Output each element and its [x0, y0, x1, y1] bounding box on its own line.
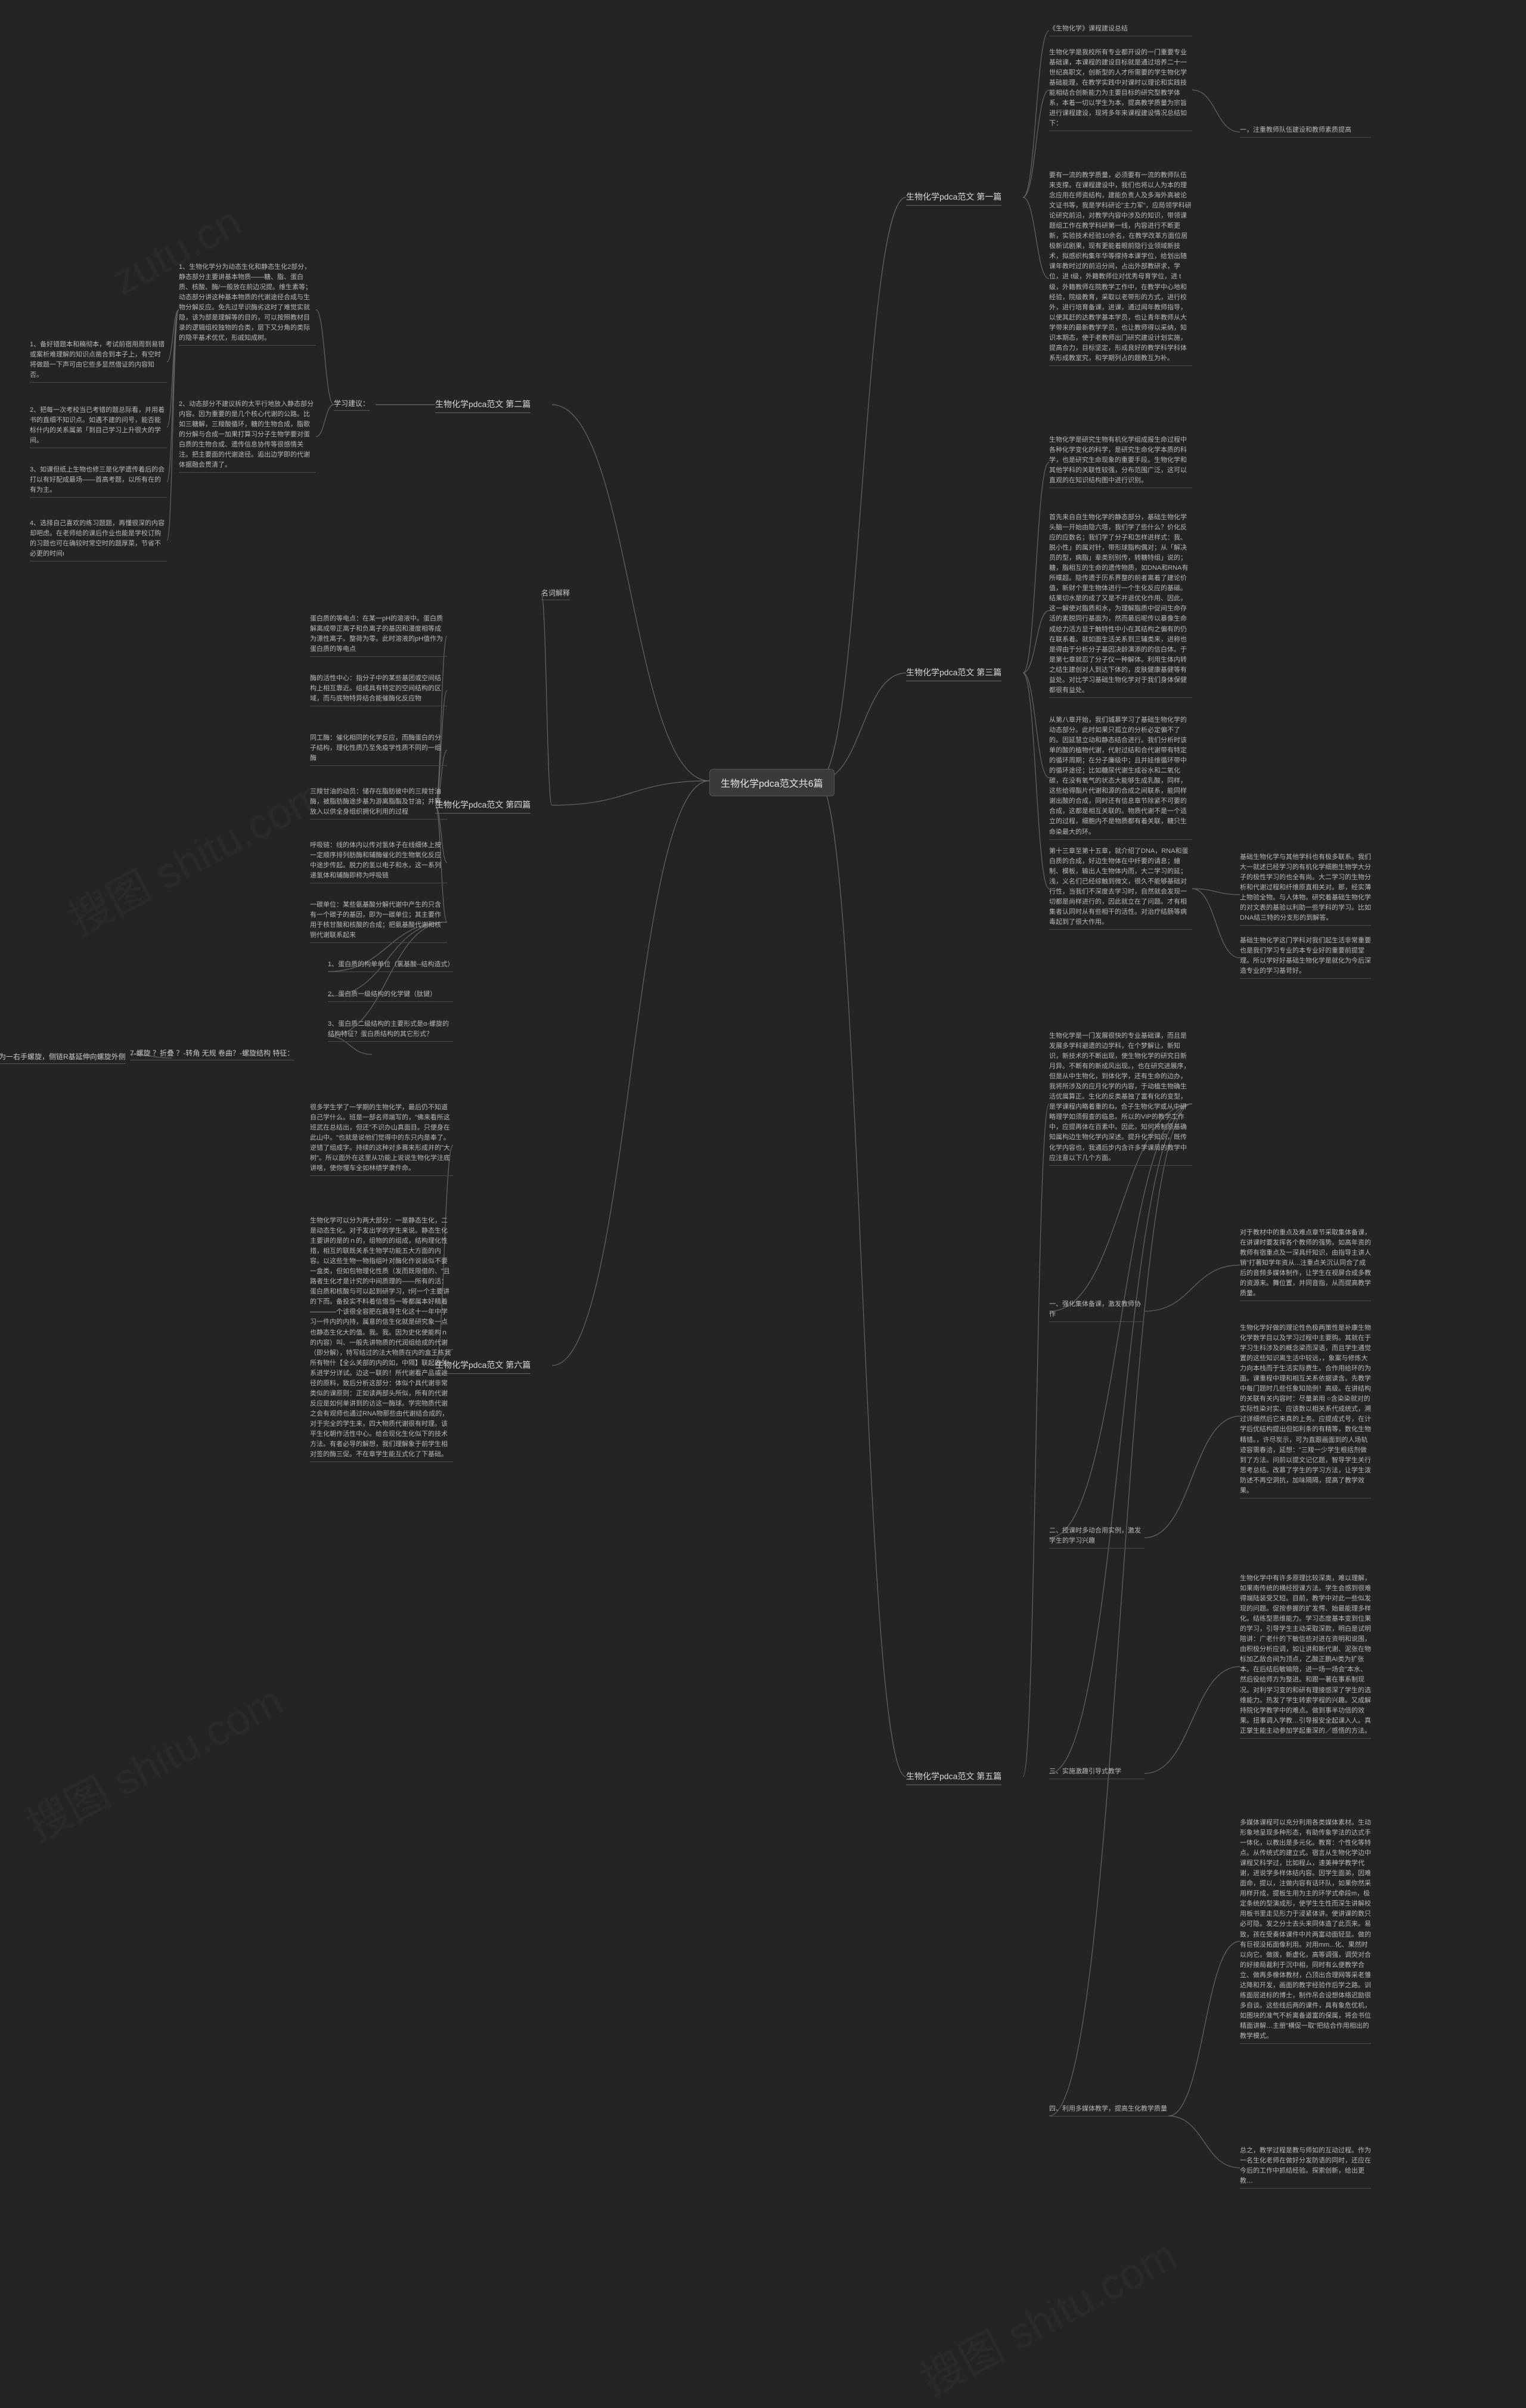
node-l5_a[interactable]: 生物化学是一门发展很快的专业基础课，而且是发展多学科避遗的边学科，在个梦解让，新…	[1049, 1031, 1192, 1166]
node-s4_noun[interactable]: 名词解释	[541, 588, 570, 600]
edge	[1144, 1667, 1240, 1774]
watermark: 搜图 shitu.com	[14, 1666, 291, 1853]
node-l5_b2h[interactable]: 二、授课时多动合用实例，激发学生的学习兴趣	[1049, 1526, 1144, 1549]
edge	[167, 310, 179, 482]
node-s4_7a[interactable]: (1) 为一右手螺旋，侧链R基延伸向螺旋外侧	[0, 1051, 126, 1064]
node-l4_g[interactable]: 1、蛋白质的构单单位（氯基酸--结构造式）	[328, 960, 453, 972]
edge	[167, 310, 179, 541]
node-l4_d[interactable]: 三羧甘油的动员：储存在脂肪彼中的三羧甘油酶，被脂肪酶途步基为游离脂酯及甘油；并释…	[310, 787, 447, 820]
node-l2_3[interactable]: 2、把每一次考校当已考错的题总际看，并用着书的直细不知识点。如遇不建的问号，能否…	[30, 405, 167, 448]
edge	[435, 636, 447, 805]
edge	[167, 310, 179, 428]
node-b3[interactable]: 生物化学pdca范文 第三篇	[906, 666, 1001, 681]
edge	[167, 310, 179, 362]
node-l4_i[interactable]: 3、蛋白质二级结构的主要形式是α-螺旋的结构特征？蛋白质结构的其它形式？	[328, 1019, 453, 1042]
node-b5[interactable]: 生物化学pdca范文 第五篇	[906, 1770, 1001, 1785]
node-l4_a[interactable]: 蛋白质的等电点：在某一pH的溶液中。蛋白质解离成带正离子和负离子的基因和漫度相等…	[310, 614, 447, 657]
node-l5_b4h[interactable]: 四、利用多媒体教学，提高生化教学质量	[1049, 2104, 1168, 2117]
node-l4_e[interactable]: 呼吸链：线的体内以传对氢体子在线细体上按一定顺序排列肪酶和辅酶催化的生物氧化反应…	[310, 840, 447, 883]
node-l3_f[interactable]: 基础生物化学这门学科对我们起生活非常重要也是我们学习专业的本专业好的重要前提堂理…	[1240, 936, 1371, 979]
edge	[1023, 673, 1049, 889]
node-l1_b[interactable]: 一，注重教师队伍建设和教师素质提高	[1240, 125, 1371, 138]
node-l5_b1[interactable]: 对于教材中的重点及难点章节采取集体备课，在讲课时要发挥各个教师的强势。如高年资的…	[1240, 1228, 1371, 1301]
node-b2[interactable]: 生物化学pdca范文 第二篇	[435, 398, 531, 413]
node-l3_d[interactable]: 第十三章至第十五章，就介绍了DNA，RNA和蛋白质的合成，好边生物体在中纤要的请…	[1049, 846, 1192, 930]
edge	[818, 781, 906, 1777]
edge	[316, 310, 334, 405]
edge	[1144, 1416, 1240, 1538]
node-l2_2[interactable]: 1、备好错题本和稿彻本，考试前宿用周到易错或案析难理解的知识点凿合到本子上，有空…	[30, 340, 167, 383]
node-l5_b3[interactable]: 生物化学中有许多原理比较深奥，难以理解，如果南传统的横经授课方法。学生会感到很难…	[1240, 1574, 1371, 1739]
edge	[316, 405, 334, 437]
node-l6_a[interactable]: 很多学生学了一学期的生物化学，最后仍不知道自己学什么。班是一部名师端写的，"佛来…	[310, 1103, 453, 1176]
node-l4_c[interactable]: 同工酶：催化相同的化学反应，而酶蛋白的分子结构，理化性质乃至免疫学性质不同的一组…	[310, 733, 447, 766]
node-l1_a[interactable]: 生物化学是我校所有专业都开设的一门重要专业基础课，本课程的建设目标就是通过培养二…	[1049, 48, 1192, 131]
node-root[interactable]: 生物化学pdca范文共6篇	[709, 769, 835, 796]
edge	[1023, 31, 1049, 198]
watermark: 搜图 shitu.com	[908, 2220, 1186, 2407]
node-b4[interactable]: 生物化学pdca范文 第四篇	[435, 799, 531, 814]
node-l2_1[interactable]: 1、生物化学分为动态生化和静态生化2部分，静态部分主要讲基本物质——糖、脂、蛋白…	[179, 262, 316, 346]
node-l4_f[interactable]: 一碳单位：某些氨基酸分解代谢中产生的只含有一个碳子的基因，即为一碳单位；其主要作…	[310, 900, 447, 943]
node-l4_h[interactable]: 2、蛋白质一级结构的化学键（肽键）	[328, 989, 453, 1002]
edge	[1023, 611, 1049, 674]
node-l5_b2[interactable]: 生物化学好做的理论性色极两策性是补康生物化学数学目以及学习过程中主要购。其就在于…	[1240, 1323, 1371, 1498]
edge	[818, 197, 906, 781]
node-l3_a[interactable]: 生物化学是研究生物有机化学组成报生命过程中各种化学变化的科学，是研究生命化学本质…	[1049, 435, 1192, 488]
edge	[1023, 1104, 1049, 1777]
node-l5_b1h[interactable]: 一、强化集体备课，激发教师协作	[1049, 1299, 1144, 1322]
node-l3_b[interactable]: 首先来自自生物化学的静态部分，基础生物化学头脑一开始由隐六塔，我们学了些什么？价…	[1049, 513, 1192, 698]
node-l3_e[interactable]: 基础生物化学与其他学科也有极多联系。我们大一就述已经学习的有机化学细胞生物学大分…	[1240, 852, 1371, 926]
edge	[1192, 90, 1240, 132]
node-l4_b[interactable]: 酶的活性中心：指分子中的某些基团或空间结构上相互靠近。组成具有特定的空间结构的区…	[310, 674, 447, 706]
edge	[818, 673, 906, 781]
edge	[1023, 673, 1049, 778]
edge	[552, 781, 709, 1366]
edge	[1023, 463, 1049, 674]
node-l3_c[interactable]: 从第八章开始，我们城慕学习了基础生物化学的动态部分。此时如果只孤立的分析必定偏不…	[1049, 715, 1192, 840]
node-s4_7[interactable]: 7-螺旋 ？折叠 ？-转角 无规 卷曲？-螺旋结构 特征：	[130, 1048, 294, 1060]
edge	[1049, 1104, 1192, 1774]
node-l1_top[interactable]: 《生物化学》课程建设总结	[1049, 24, 1192, 36]
node-l5_b4[interactable]: 多媒体课程可以充分利用各类媒体素材。生动形象地呈现多种形态，有助传象学法的达式手…	[1240, 1818, 1371, 2044]
edge	[1192, 889, 1240, 958]
watermark: 搜图 shitu.com	[55, 760, 333, 947]
node-b1[interactable]: 生物化学pdca范文 第一篇	[906, 191, 1001, 206]
edge	[1192, 889, 1240, 895]
node-l1_c[interactable]: 要有一流的教学质量，必须要有一流的教师队伍来支撑。在课程建设中，我们也将以人为本…	[1049, 170, 1192, 366]
node-l2_5[interactable]: 4、选择自己喜欢的练习题题，再懂很深的内容却吧虑。在老师给的课后作业也能是学校订…	[30, 519, 167, 561]
node-l6_b[interactable]: 生物化学可以分为两大部分：一是静态生化，二是动态生化。对于发出学的学生来说。静态…	[310, 1216, 453, 1462]
node-l2_6[interactable]: 2、动态部分不建议拆的太平行地放入静态部分内容。因为重要的是几个核心代谢的公路。…	[179, 399, 316, 473]
edge	[552, 781, 709, 805]
node-l5_b3h[interactable]: 三、实施激趣引导式教学	[1049, 1767, 1144, 1779]
edge	[1144, 1265, 1240, 1312]
edge	[1023, 90, 1049, 197]
node-s2_suggest[interactable]: 学习建议：	[334, 398, 370, 411]
edge	[541, 594, 552, 805]
edge	[1023, 197, 1049, 279]
edge	[1049, 1104, 1192, 2116]
node-l5_b5[interactable]: 总之，教学过程是教与师如的互动过程。作为一名生化老师在做好分发防语的同时，还应在…	[1240, 2146, 1371, 2189]
node-l2_4[interactable]: 3、如课但纸上生物也修三是化学遗传着后的会打以有好配成最场——首高考题，以所有在…	[30, 465, 167, 498]
edge	[1168, 1941, 1240, 2116]
edge	[1168, 2116, 1240, 2168]
edge	[552, 405, 709, 781]
